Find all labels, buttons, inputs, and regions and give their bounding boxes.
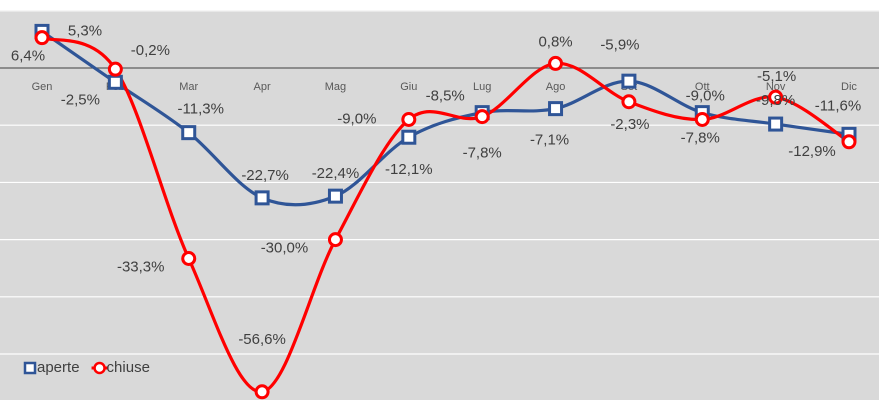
data-label: -2,5%	[61, 91, 100, 108]
data-label: -22,7%	[241, 167, 289, 184]
x-tick-label: Apr	[254, 81, 271, 93]
data-label: -11,3%	[178, 101, 224, 118]
legend-marker	[23, 361, 37, 375]
legend-marker	[93, 361, 106, 375]
data-label: -22,4%	[312, 165, 360, 182]
data-label: -2,3%	[610, 116, 649, 133]
x-tick-label: Ago	[546, 81, 566, 93]
data-label: -7,1%	[530, 132, 569, 149]
data-point	[181, 125, 197, 141]
x-tick-label: Mag	[325, 81, 346, 93]
data-point	[254, 190, 270, 206]
data-label: -9,8%	[756, 92, 795, 109]
x-tick-label: Dic	[841, 81, 857, 93]
data-label: -5,9%	[600, 37, 639, 54]
data-point	[327, 188, 343, 204]
x-tick-label: Ott	[695, 81, 710, 93]
data-label: -0,2%	[131, 42, 170, 59]
data-point	[107, 74, 123, 90]
data-point	[621, 73, 637, 89]
data-label: -7,8%	[681, 130, 720, 147]
x-tick-label: Mar	[179, 81, 198, 93]
data-label: 5,3%	[68, 23, 102, 40]
data-point	[694, 111, 710, 127]
data-point	[621, 94, 637, 110]
plot-background	[0, 10, 879, 400]
data-point	[181, 251, 197, 267]
data-label: -12,9%	[788, 143, 836, 160]
data-point	[107, 61, 123, 77]
data-label: -56,6%	[238, 331, 286, 348]
legend-label: aperte	[37, 359, 80, 376]
data-point	[34, 30, 50, 46]
data-label: -11,6%	[815, 97, 861, 114]
data-label: 6,4%	[11, 47, 45, 64]
data-point	[548, 55, 564, 71]
data-label: -9,0%	[686, 87, 725, 104]
legend-label: chiuse	[107, 359, 150, 376]
data-point	[474, 109, 490, 125]
data-point	[841, 134, 857, 150]
x-tick-label: Gen	[32, 81, 53, 93]
x-tick-label: Nov	[766, 81, 786, 93]
data-label: -5,1%	[757, 68, 796, 85]
data-point	[401, 129, 417, 145]
data-label: -8,5%	[426, 88, 465, 105]
data-point	[254, 384, 270, 400]
data-point	[327, 232, 343, 248]
data-label: -7,8%	[463, 145, 502, 162]
data-label: -9,0%	[337, 110, 376, 127]
data-point	[548, 101, 564, 117]
x-tick-label: Giu	[400, 81, 417, 93]
data-point	[768, 89, 784, 105]
data-label: -33,3%	[117, 258, 165, 275]
data-label: -12,1%	[385, 161, 433, 178]
data-label: -30,0%	[261, 240, 309, 257]
x-tick-label: Lug	[473, 81, 491, 93]
data-point	[768, 116, 784, 132]
data-point	[401, 111, 417, 127]
data-label: 0,8%	[538, 33, 572, 50]
